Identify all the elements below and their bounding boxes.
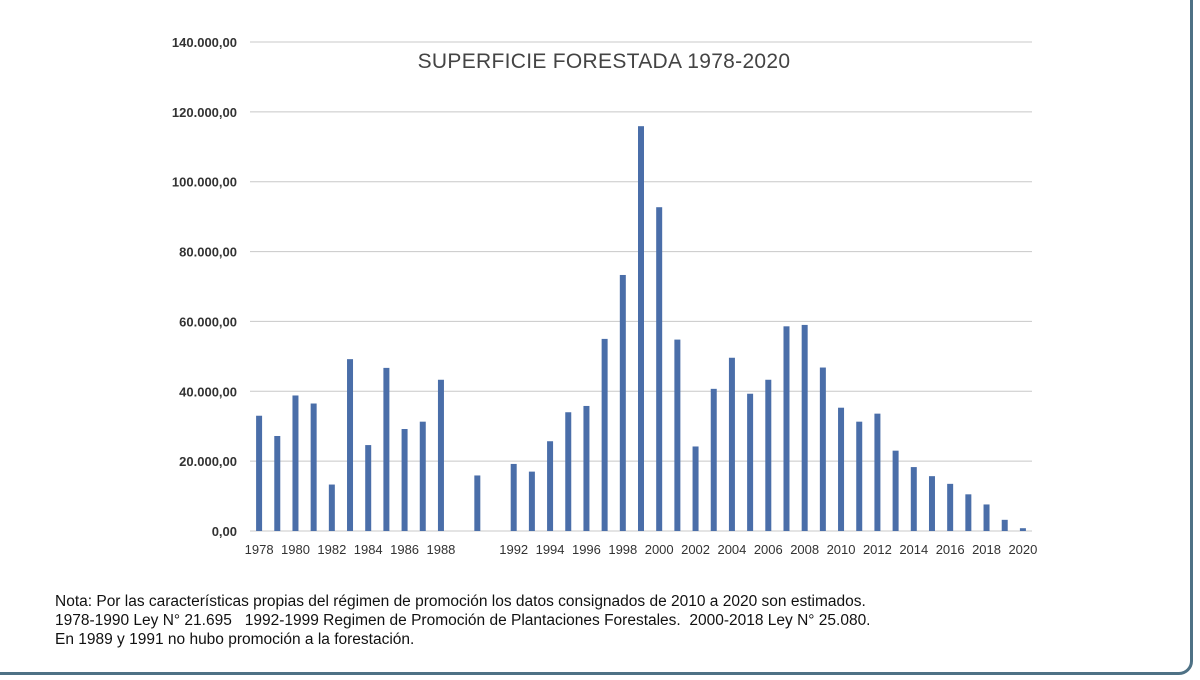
y-tick-label: 100.000,00 xyxy=(172,175,237,190)
bar-1978 xyxy=(256,415,263,531)
bar-2002 xyxy=(692,446,699,531)
x-tick-label: 2000 xyxy=(645,542,674,557)
x-tick-label: 1994 xyxy=(536,542,565,557)
x-tick-label: 2004 xyxy=(717,542,746,557)
x-tick-label: 1982 xyxy=(317,542,346,557)
chart-title: SUPERFICIE FORESTADA 1978-2020 xyxy=(418,50,791,73)
bar-2001 xyxy=(674,339,681,531)
bar-1979 xyxy=(274,435,281,531)
x-tick-label: 2006 xyxy=(754,542,783,557)
bar-2014 xyxy=(910,467,917,531)
bar-1987 xyxy=(419,421,426,531)
note-line-1: Nota: Por las características propias de… xyxy=(55,593,866,610)
bar-1988 xyxy=(437,379,444,531)
y-axis-ticks: 0,00 20.000,00 40.000,00 60.000,00 80.000,00… xyxy=(172,35,237,539)
x-tick-label: 2008 xyxy=(790,542,819,557)
bar-1990 xyxy=(474,475,481,531)
y-tick-label: 40.000,00 xyxy=(179,384,237,399)
bar-1994 xyxy=(547,441,554,531)
x-tick-label: 2014 xyxy=(899,542,928,557)
x-tick-label: 1992 xyxy=(499,542,528,557)
bar-1981 xyxy=(310,403,317,531)
y-tick-label: 140.000,00 xyxy=(172,35,237,50)
bar-1980 xyxy=(292,395,299,531)
bar-1985 xyxy=(383,367,390,531)
bar-2003 xyxy=(710,388,717,531)
bar-1983 xyxy=(347,359,354,531)
bar-2019 xyxy=(1001,519,1008,531)
bar-1999 xyxy=(638,126,644,531)
bar-1995 xyxy=(565,412,572,531)
x-tick-label: 2020 xyxy=(1008,542,1037,557)
y-tick-label: 80.000,00 xyxy=(179,245,237,260)
bar-2007 xyxy=(783,326,790,531)
bar-2015 xyxy=(928,476,935,531)
x-tick-label: 2002 xyxy=(681,542,710,557)
x-tick-label: 2018 xyxy=(972,542,1001,557)
bar-2018 xyxy=(983,504,990,531)
y-tick-label: 0,00 xyxy=(212,524,237,539)
x-tick-label: 2016 xyxy=(936,542,965,557)
bars xyxy=(256,126,1026,531)
bar-2005 xyxy=(747,393,754,531)
x-tick-label: 1988 xyxy=(426,542,455,557)
x-tick-label: 1998 xyxy=(608,542,637,557)
x-axis-ticks: 1978 1980 1982 1984 1986 1988 1992 1994 1996 1998… xyxy=(245,542,1038,557)
bar-2013 xyxy=(892,450,899,531)
bar-2010 xyxy=(838,407,845,531)
bar-1996 xyxy=(583,405,590,531)
bar-1998 xyxy=(619,274,626,531)
bar-1982 xyxy=(328,484,335,531)
chart-notes: Nota: Por las características propias de… xyxy=(55,592,1175,649)
bar-2006 xyxy=(765,379,772,531)
bar-2000 xyxy=(656,207,663,531)
x-tick-label: 2010 xyxy=(827,542,856,557)
note-line-3: En 1989 y 1991 no hubo promoción a la fo… xyxy=(55,631,415,648)
bar-2004 xyxy=(728,357,735,531)
bar-1997 xyxy=(601,338,608,531)
bar-1986 xyxy=(401,429,408,531)
bar-2011 xyxy=(856,421,863,531)
y-tick-label: 60.000,00 xyxy=(179,314,237,329)
x-tick-label: 1984 xyxy=(354,542,383,557)
x-tick-label: 1986 xyxy=(390,542,419,557)
bar-1992 xyxy=(510,463,517,531)
x-tick-label: 1978 xyxy=(245,542,274,557)
bar-1993 xyxy=(528,471,535,531)
bar-2017 xyxy=(965,494,972,531)
bar-2016 xyxy=(947,483,954,531)
x-tick-label: 1996 xyxy=(572,542,601,557)
x-tick-label: 2012 xyxy=(863,542,892,557)
bar-2009 xyxy=(819,367,826,531)
y-tick-label: 120.000,00 xyxy=(172,105,237,120)
bar-2012 xyxy=(874,413,881,531)
note-line-2: 1978-1990 Ley N° 21.695 1992-1999 Regime… xyxy=(55,612,871,629)
bar-chart: 0,00 20.000,00 40.000,00 60.000,00 80.000,00… xyxy=(172,35,1038,557)
x-tick-label: 1980 xyxy=(281,542,310,557)
bar-2008 xyxy=(801,324,808,531)
y-tick-label: 20.000,00 xyxy=(179,454,237,469)
bar-1984 xyxy=(365,445,372,531)
bar-2020 xyxy=(1019,528,1026,531)
